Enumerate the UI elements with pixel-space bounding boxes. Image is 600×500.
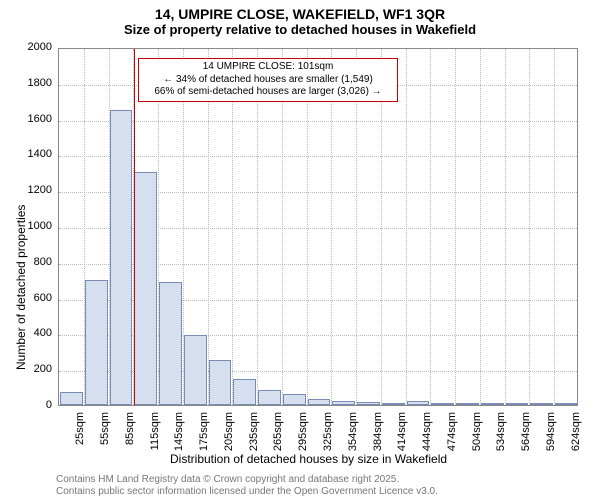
histogram-bar (308, 399, 331, 405)
gridline-v (208, 49, 209, 405)
footer-attribution: Contains HM Land Registry data © Crown c… (56, 474, 438, 498)
gridline-v (529, 49, 530, 405)
gridline-v (307, 49, 308, 405)
x-tick: 534sqm (495, 412, 507, 454)
histogram-bar (530, 403, 553, 405)
gridline-v (430, 49, 431, 405)
histogram-bar (382, 403, 405, 405)
histogram-bar (134, 172, 157, 405)
x-tick: 354sqm (347, 412, 359, 454)
chart-container: 14, UMPIRE CLOSE, WAKEFIELD, WF1 3QR Siz… (0, 0, 600, 500)
plot-area (58, 48, 578, 406)
x-tick: 325sqm (322, 412, 334, 454)
histogram-bar (258, 390, 281, 405)
annotation-box: 14 UMPIRE CLOSE: 101sqm← 34% of detached… (138, 58, 398, 102)
gridline-v (356, 49, 357, 405)
gridline-v (406, 49, 407, 405)
y-tick: 1400 (20, 148, 52, 160)
x-tick: 504sqm (471, 412, 483, 454)
chart-title-line1: 14, UMPIRE CLOSE, WAKEFIELD, WF1 3QR (0, 6, 600, 22)
y-tick: 1200 (20, 184, 52, 196)
chart-title-line2: Size of property relative to detached ho… (0, 22, 600, 37)
x-tick: 145sqm (173, 412, 185, 454)
x-tick: 205sqm (223, 412, 235, 454)
gridline-v (232, 49, 233, 405)
histogram-bar (506, 403, 529, 405)
y-tick: 800 (20, 256, 52, 268)
histogram-bar (283, 394, 306, 405)
x-tick: 85sqm (124, 412, 136, 454)
y-tick: 2000 (20, 41, 52, 53)
x-tick: 25sqm (74, 412, 86, 454)
gridline-v (257, 49, 258, 405)
x-axis-label: Distribution of detached houses by size … (170, 452, 447, 466)
x-tick: 175sqm (198, 412, 210, 454)
gridline-v (455, 49, 456, 405)
x-tick: 444sqm (421, 412, 433, 454)
histogram-bar (357, 402, 380, 405)
gridline-v (505, 49, 506, 405)
gridline-v (381, 49, 382, 405)
x-tick: 474sqm (446, 412, 458, 454)
x-tick: 115sqm (149, 412, 161, 454)
histogram-bar (431, 403, 454, 405)
footer-line1: Contains HM Land Registry data © Crown c… (56, 474, 438, 486)
footer-line2: Contains public sector information licen… (56, 486, 438, 498)
annotation-line1: 14 UMPIRE CLOSE: 101sqm (145, 61, 391, 74)
annotation-line3: 66% of semi-detached houses are larger (… (145, 86, 391, 99)
gridline-h (59, 156, 577, 157)
x-tick: 414sqm (396, 412, 408, 454)
y-tick: 200 (20, 363, 52, 375)
gridline-h (59, 121, 577, 122)
x-tick: 235sqm (248, 412, 260, 454)
y-tick: 600 (20, 292, 52, 304)
marker-line (134, 49, 135, 405)
y-tick: 1000 (20, 220, 52, 232)
x-tick: 564sqm (520, 412, 532, 454)
histogram-bar (209, 360, 232, 405)
histogram-bar (60, 392, 83, 405)
histogram-bar (555, 403, 578, 405)
y-tick: 0 (20, 399, 52, 411)
histogram-bar (332, 401, 355, 405)
histogram-bar (85, 280, 108, 405)
gridline-v (554, 49, 555, 405)
y-tick: 1600 (20, 113, 52, 125)
x-tick: 55sqm (99, 412, 111, 454)
y-tick: 1800 (20, 77, 52, 89)
histogram-bar (233, 379, 256, 405)
x-tick: 384sqm (372, 412, 384, 454)
x-tick: 624sqm (570, 412, 582, 454)
histogram-bar (110, 110, 133, 405)
histogram-bar (481, 403, 504, 405)
x-tick: 265sqm (272, 412, 284, 454)
gridline-v (480, 49, 481, 405)
histogram-bar (159, 282, 182, 406)
histogram-bar (184, 335, 207, 405)
histogram-bar (456, 403, 479, 405)
y-tick: 400 (20, 327, 52, 339)
x-tick: 594sqm (545, 412, 557, 454)
gridline-v (282, 49, 283, 405)
title-block: 14, UMPIRE CLOSE, WAKEFIELD, WF1 3QR Siz… (0, 0, 600, 37)
annotation-line2: ← 34% of detached houses are smaller (1,… (145, 74, 391, 87)
gridline-v (331, 49, 332, 405)
histogram-bar (407, 401, 430, 405)
x-tick: 295sqm (297, 412, 309, 454)
